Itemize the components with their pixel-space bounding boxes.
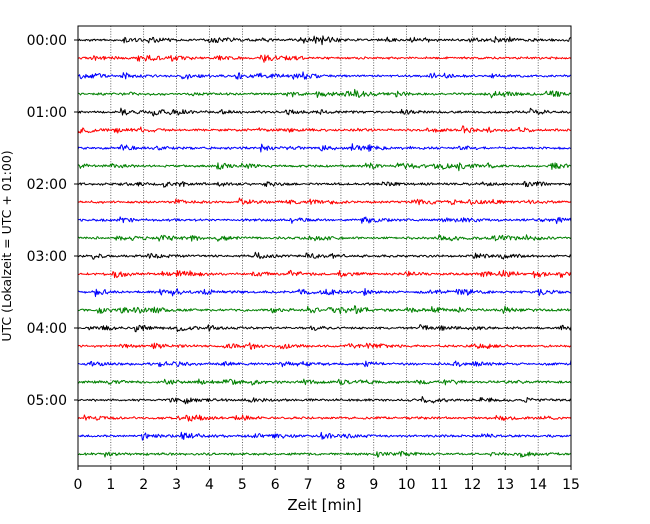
trace-0330 bbox=[77, 288, 572, 298]
y-tick-label-00:00: 00:00 bbox=[27, 33, 67, 49]
trace-0000 bbox=[77, 35, 572, 46]
x-axis-title: Zeit [min] bbox=[287, 496, 361, 514]
plot-background bbox=[78, 26, 571, 466]
x-tick-label-2: 2 bbox=[139, 477, 148, 493]
x-tick-label-4: 4 bbox=[205, 477, 214, 493]
trace-0215 bbox=[77, 197, 572, 206]
trace-0145 bbox=[77, 162, 572, 172]
trace-0445 bbox=[77, 378, 572, 386]
x-axis-ticks: 0 1 2 3 4 5 6 7 8 9 10 11 12 13 14 15 bbox=[74, 466, 580, 493]
seismogram-traces bbox=[77, 35, 572, 458]
y-tick-label-03:00: 03:00 bbox=[27, 249, 67, 265]
trace-0400 bbox=[77, 324, 572, 333]
trace-0045 bbox=[77, 88, 572, 99]
trace-0300 bbox=[77, 251, 572, 260]
x-tick-label-11: 11 bbox=[431, 477, 449, 493]
trace-0345 bbox=[77, 305, 572, 315]
x-tick-label-13: 13 bbox=[496, 477, 514, 493]
trace-0515 bbox=[77, 414, 572, 422]
y-tick-label-01:00: 01:00 bbox=[27, 105, 67, 121]
trace-0100 bbox=[77, 107, 572, 117]
y-tick-label-02:00: 02:00 bbox=[27, 177, 67, 193]
trace-0315 bbox=[77, 269, 572, 279]
trace-0500 bbox=[77, 396, 572, 405]
trace-0245 bbox=[77, 234, 572, 242]
x-tick-label-7: 7 bbox=[304, 477, 313, 493]
x-tick-label-9: 9 bbox=[369, 477, 378, 493]
trace-0530 bbox=[77, 431, 572, 441]
trace-0030 bbox=[77, 71, 572, 80]
x-tick-label-0: 0 bbox=[74, 477, 83, 493]
x-tick-label-15: 15 bbox=[562, 477, 580, 493]
x-tick-label-14: 14 bbox=[529, 477, 547, 493]
grid-lines bbox=[110, 26, 539, 466]
plot-frame bbox=[77, 25, 572, 467]
trace-0015 bbox=[77, 54, 572, 63]
x-tick-label-1: 1 bbox=[106, 477, 115, 493]
x-tick-label-6: 6 bbox=[271, 477, 280, 493]
trace-0115 bbox=[77, 125, 572, 134]
trace-0430 bbox=[77, 359, 572, 368]
trace-0130 bbox=[77, 143, 572, 153]
x-tick-label-3: 3 bbox=[172, 477, 181, 493]
x-tick-label-5: 5 bbox=[238, 477, 247, 493]
trace-0200 bbox=[77, 180, 572, 188]
trace-0415 bbox=[77, 342, 572, 350]
y-tick-label-04:00: 04:00 bbox=[27, 321, 67, 337]
trace-0230 bbox=[77, 216, 572, 225]
x-tick-label-8: 8 bbox=[336, 477, 345, 493]
y-axis-ticks: 00:00 01:00 02:00 03:00 04:00 05:00 bbox=[27, 33, 78, 409]
x-tick-label-12: 12 bbox=[463, 477, 481, 493]
x-tick-label-10: 10 bbox=[398, 477, 416, 493]
y-tick-label-05:00: 05:00 bbox=[27, 393, 67, 409]
trace-0545 bbox=[77, 450, 572, 458]
y-axis-title: UTC (Lokalzeit = UTC + 01:00) bbox=[0, 150, 14, 341]
